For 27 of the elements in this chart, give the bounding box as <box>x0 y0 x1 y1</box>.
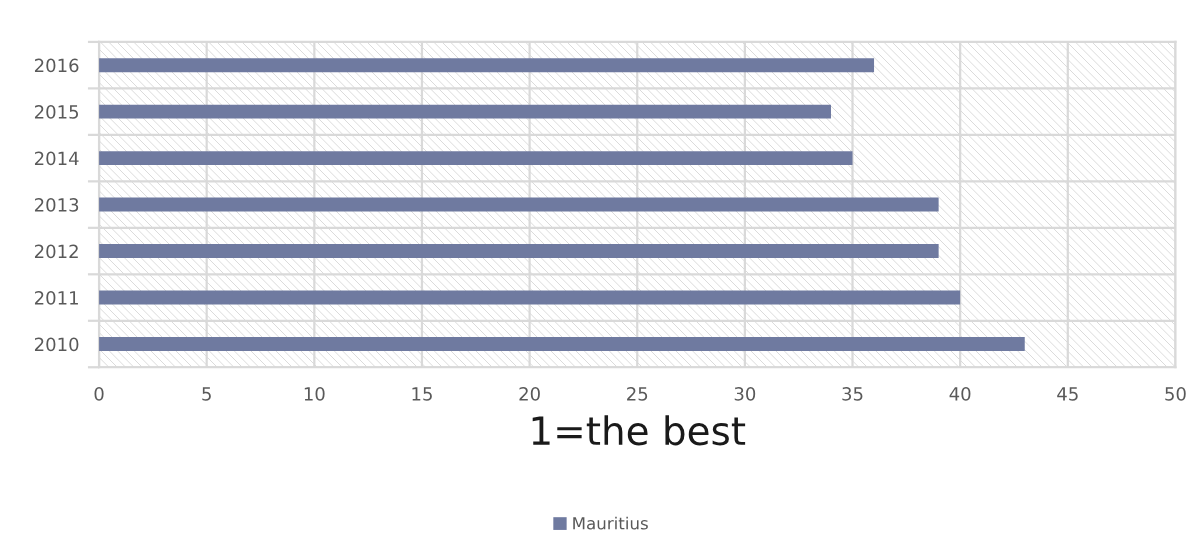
bar <box>99 58 875 73</box>
x-tick-label: 25 <box>627 387 648 401</box>
y-tick-label: 2015 <box>34 105 79 119</box>
x-axis-title: 1=the best <box>532 415 746 446</box>
x-tick-label: 20 <box>519 387 540 401</box>
x-tick-label: 0 <box>94 387 104 401</box>
bar <box>99 151 853 166</box>
x-tick-label: 30 <box>734 387 756 401</box>
y-tick-label: 2014 <box>34 151 79 166</box>
x-tick-label: 15 <box>412 387 432 401</box>
x-tick-label: 5 <box>202 387 211 401</box>
x-tick-label: 10 <box>304 387 325 401</box>
x-tick-label: 35 <box>842 387 863 401</box>
x-tick-label: 40 <box>949 387 971 401</box>
bar <box>99 104 831 119</box>
y-tick-label: 2011 <box>34 291 78 305</box>
bar <box>99 244 939 259</box>
y-tick-label: 2016 <box>34 58 79 73</box>
y-tick-label: 2012 <box>34 244 78 259</box>
y-tick-label: 2013 <box>34 198 79 212</box>
x-tick-label: 50 <box>1165 387 1186 401</box>
bar <box>99 197 939 212</box>
x-tick-label: 45 <box>1057 387 1078 401</box>
legend-label: Mauritius <box>573 516 648 530</box>
bar <box>99 290 961 305</box>
y-tick-label: 2010 <box>34 337 79 352</box>
bar <box>99 337 1025 351</box>
